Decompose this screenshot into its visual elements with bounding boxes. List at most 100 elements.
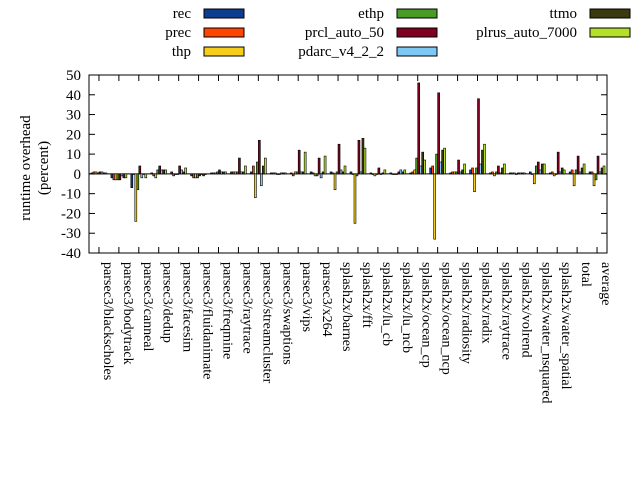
bar-rec-parsec3-vips xyxy=(289,172,293,175)
bar-plrus_auto_7000-parsec3-fluidanimate xyxy=(204,173,207,175)
bar-ethp-parsec3-facesim xyxy=(176,173,179,175)
bar-plrus_auto_7000-splash2x-volrend xyxy=(523,172,526,175)
legend-swatch-prec xyxy=(203,27,245,38)
bar-prcl_auto_50-parsec3-facesim xyxy=(178,165,181,175)
bar-plrus_auto_7000-splash2x-lu-cb xyxy=(383,169,387,175)
legend-swatch-rec xyxy=(203,8,245,19)
bar-thp-splash2x-ocean-ncp xyxy=(433,173,436,240)
bar-rec-splash2x-water-spatial xyxy=(548,172,552,175)
bar-ethp-average xyxy=(594,173,598,181)
plot-area: -40 -30 -20 -10 0 10 20 30 40 50 parsec3/blackscho… xyxy=(61,68,613,404)
legend-swatch-ttmo xyxy=(589,8,631,19)
bar-pdarc_v4_2_2-parsec3-streamcluster xyxy=(260,173,263,187)
bar-plrus_auto_7000-parsec3-bodytrack xyxy=(124,173,128,179)
x-tick-label: parsec3/canneal xyxy=(140,262,155,351)
bar-ttmo-parsec3-fluidanimate xyxy=(202,173,205,177)
y-tick-label: 10 xyxy=(66,147,81,163)
bar-plrus_auto_7000-total xyxy=(582,163,586,175)
bar-ttmo-splash2x-barnes xyxy=(341,171,345,175)
bar-prec-splash2x-fft xyxy=(351,173,355,175)
x-tick-label: splash2x/water_spatial xyxy=(558,262,573,390)
y-tick-label: -10 xyxy=(61,187,81,203)
bar-thp-splash2x-volrend xyxy=(513,172,516,175)
x-tick-label: splash2x/barnes xyxy=(339,262,354,351)
bar-plrus_auto_7000-parsec3-dedup xyxy=(164,169,168,175)
bar-plrus_auto_7000-splash2x-radix xyxy=(483,143,486,175)
bar-thp-splash2x-fft xyxy=(353,173,357,224)
y-tick-label: 40 xyxy=(66,88,81,104)
bar-plrus_auto_7000-splash2x-water-spatial xyxy=(562,169,566,175)
bar-plrus_auto_7000-parsec3-vips xyxy=(303,151,307,175)
x-tick-label: splash2x/volrend xyxy=(518,262,533,358)
bar-pdarc_v4_2_2-parsec3-canneal xyxy=(140,173,144,179)
y-tick-label: 50 xyxy=(66,68,81,84)
bar-plrus_auto_7000-splash2x-radiosity xyxy=(463,163,466,175)
bar-plrus_auto_7000-parsec3-streamcluster xyxy=(264,157,267,175)
bar-pdarc_v4_2_2-splash2x-lu-cb xyxy=(379,173,383,175)
bar-rec-parsec3-facesim xyxy=(170,171,173,175)
bar-prec-splash2x-radix xyxy=(471,167,474,175)
x-tick-label: parsec3/raytrace xyxy=(239,262,254,354)
bar-prec-parsec3-facesim xyxy=(172,173,175,177)
x-tick-label: parsec3/bodytrack xyxy=(120,262,135,365)
x-tick-label: total xyxy=(578,262,593,287)
bar-thp-splash2x-lu-ncb xyxy=(393,173,397,175)
bar-prcl_auto_50-splash2x-barnes xyxy=(337,143,341,175)
bar-prcl_auto_50-splash2x-ocean-ncp xyxy=(437,92,440,175)
y-tick-label: -20 xyxy=(61,206,81,222)
bar-ttmo-average xyxy=(600,167,604,175)
bar-thp-parsec3-swaptions xyxy=(273,172,277,175)
legend-label-ethp: ethp xyxy=(358,6,384,22)
bar-rec-parsec3-raytrace xyxy=(230,171,233,175)
x-tick-label: parsec3/streamcluster xyxy=(259,262,274,384)
bar-thp-splash2x-barnes xyxy=(333,173,337,191)
bar-plrus_auto_7000-splash2x-ocean-ncp xyxy=(443,147,446,175)
bar-pdarc_v4_2_2-splash2x-water-spatial xyxy=(558,171,562,175)
bar-ethp-splash2x-radiosity xyxy=(455,171,458,175)
bar-plrus_auto_7000-parsec3-x264 xyxy=(323,155,327,175)
legend-label-prcl_auto_50: prcl_auto_50 xyxy=(305,25,384,41)
bar-prec-splash2x-ocean-cp xyxy=(411,171,415,175)
bar-rec-splash2x-lu-ncb xyxy=(389,172,393,175)
bar-prcl_auto_50-parsec3-vips xyxy=(297,149,301,175)
bar-thp-parsec3-dedup xyxy=(154,173,158,179)
bar-ttmo-splash2x-radix xyxy=(481,149,484,175)
bar-pdarc_v4_2_2-parsec3-dedup xyxy=(160,169,164,175)
y-tick-label: 0 xyxy=(74,167,82,183)
legend-label-plrus_auto_7000: plrus_auto_7000 xyxy=(476,25,577,41)
bar-plrus_auto_7000-splash2x-water-nsquared xyxy=(542,163,546,175)
bar-prec-parsec3-blackscholes xyxy=(92,171,96,175)
x-tick-label: parsec3/dedup xyxy=(160,262,175,343)
legend-label-thp: thp xyxy=(172,44,191,60)
bar-rec-splash2x-fft xyxy=(349,171,353,175)
bar-plrus_auto_7000-splash2x-ocean-cp xyxy=(423,159,426,175)
y-tick-label: -30 xyxy=(61,226,81,242)
legend: rec prec thp ethp prcl_auto_50 pdarc_v4_2_2 tt… xyxy=(165,6,631,60)
legend-swatch-plrus_auto_7000 xyxy=(589,27,631,38)
y-tick-label: 30 xyxy=(66,108,81,124)
y-axis-label: runtime overhead (percent) xyxy=(18,115,52,221)
bar-plrus_auto_7000-parsec3-swaptions xyxy=(283,172,287,175)
bar-prec-parsec3-freqmine xyxy=(212,172,215,175)
bar-thp-total xyxy=(572,173,576,187)
bar-prcl_auto_50-splash2x-ocean-cp xyxy=(417,82,421,175)
bar-ethp-total xyxy=(574,169,578,175)
x-tick-label: splash2x/lu_cb xyxy=(379,262,394,346)
bar-plrus_auto_7000-parsec3-facesim xyxy=(184,167,187,175)
bar-thp-average xyxy=(592,173,596,187)
legend-swatch-thp xyxy=(203,46,245,57)
bar-pdarc_v4_2_2-splash2x-fft xyxy=(359,171,363,175)
bar-ethp-splash2x-fft xyxy=(355,173,359,177)
bar-thp-splash2x-radix xyxy=(473,173,476,192)
bar-rec-splash2x-raytrace xyxy=(489,172,492,175)
bar-pdarc_v4_2_2-parsec3-x264 xyxy=(319,173,323,179)
bar-prcl_auto_50-splash2x-radix xyxy=(477,98,480,175)
bar-thp-splash2x-water-spatial xyxy=(552,173,556,177)
bar-prec-total xyxy=(570,169,574,175)
bar-thp-splash2x-lu-cb xyxy=(373,173,377,177)
x-tick-label: splash2x/radix xyxy=(479,262,494,344)
bar-prec-average xyxy=(590,171,594,175)
bar-prcl_auto_50-parsec3-bodytrack xyxy=(118,173,122,181)
bar-prec-parsec3-vips xyxy=(291,173,295,177)
legend-label-pdarc_v4_2_2: pdarc_v4_2_2 xyxy=(298,44,384,60)
